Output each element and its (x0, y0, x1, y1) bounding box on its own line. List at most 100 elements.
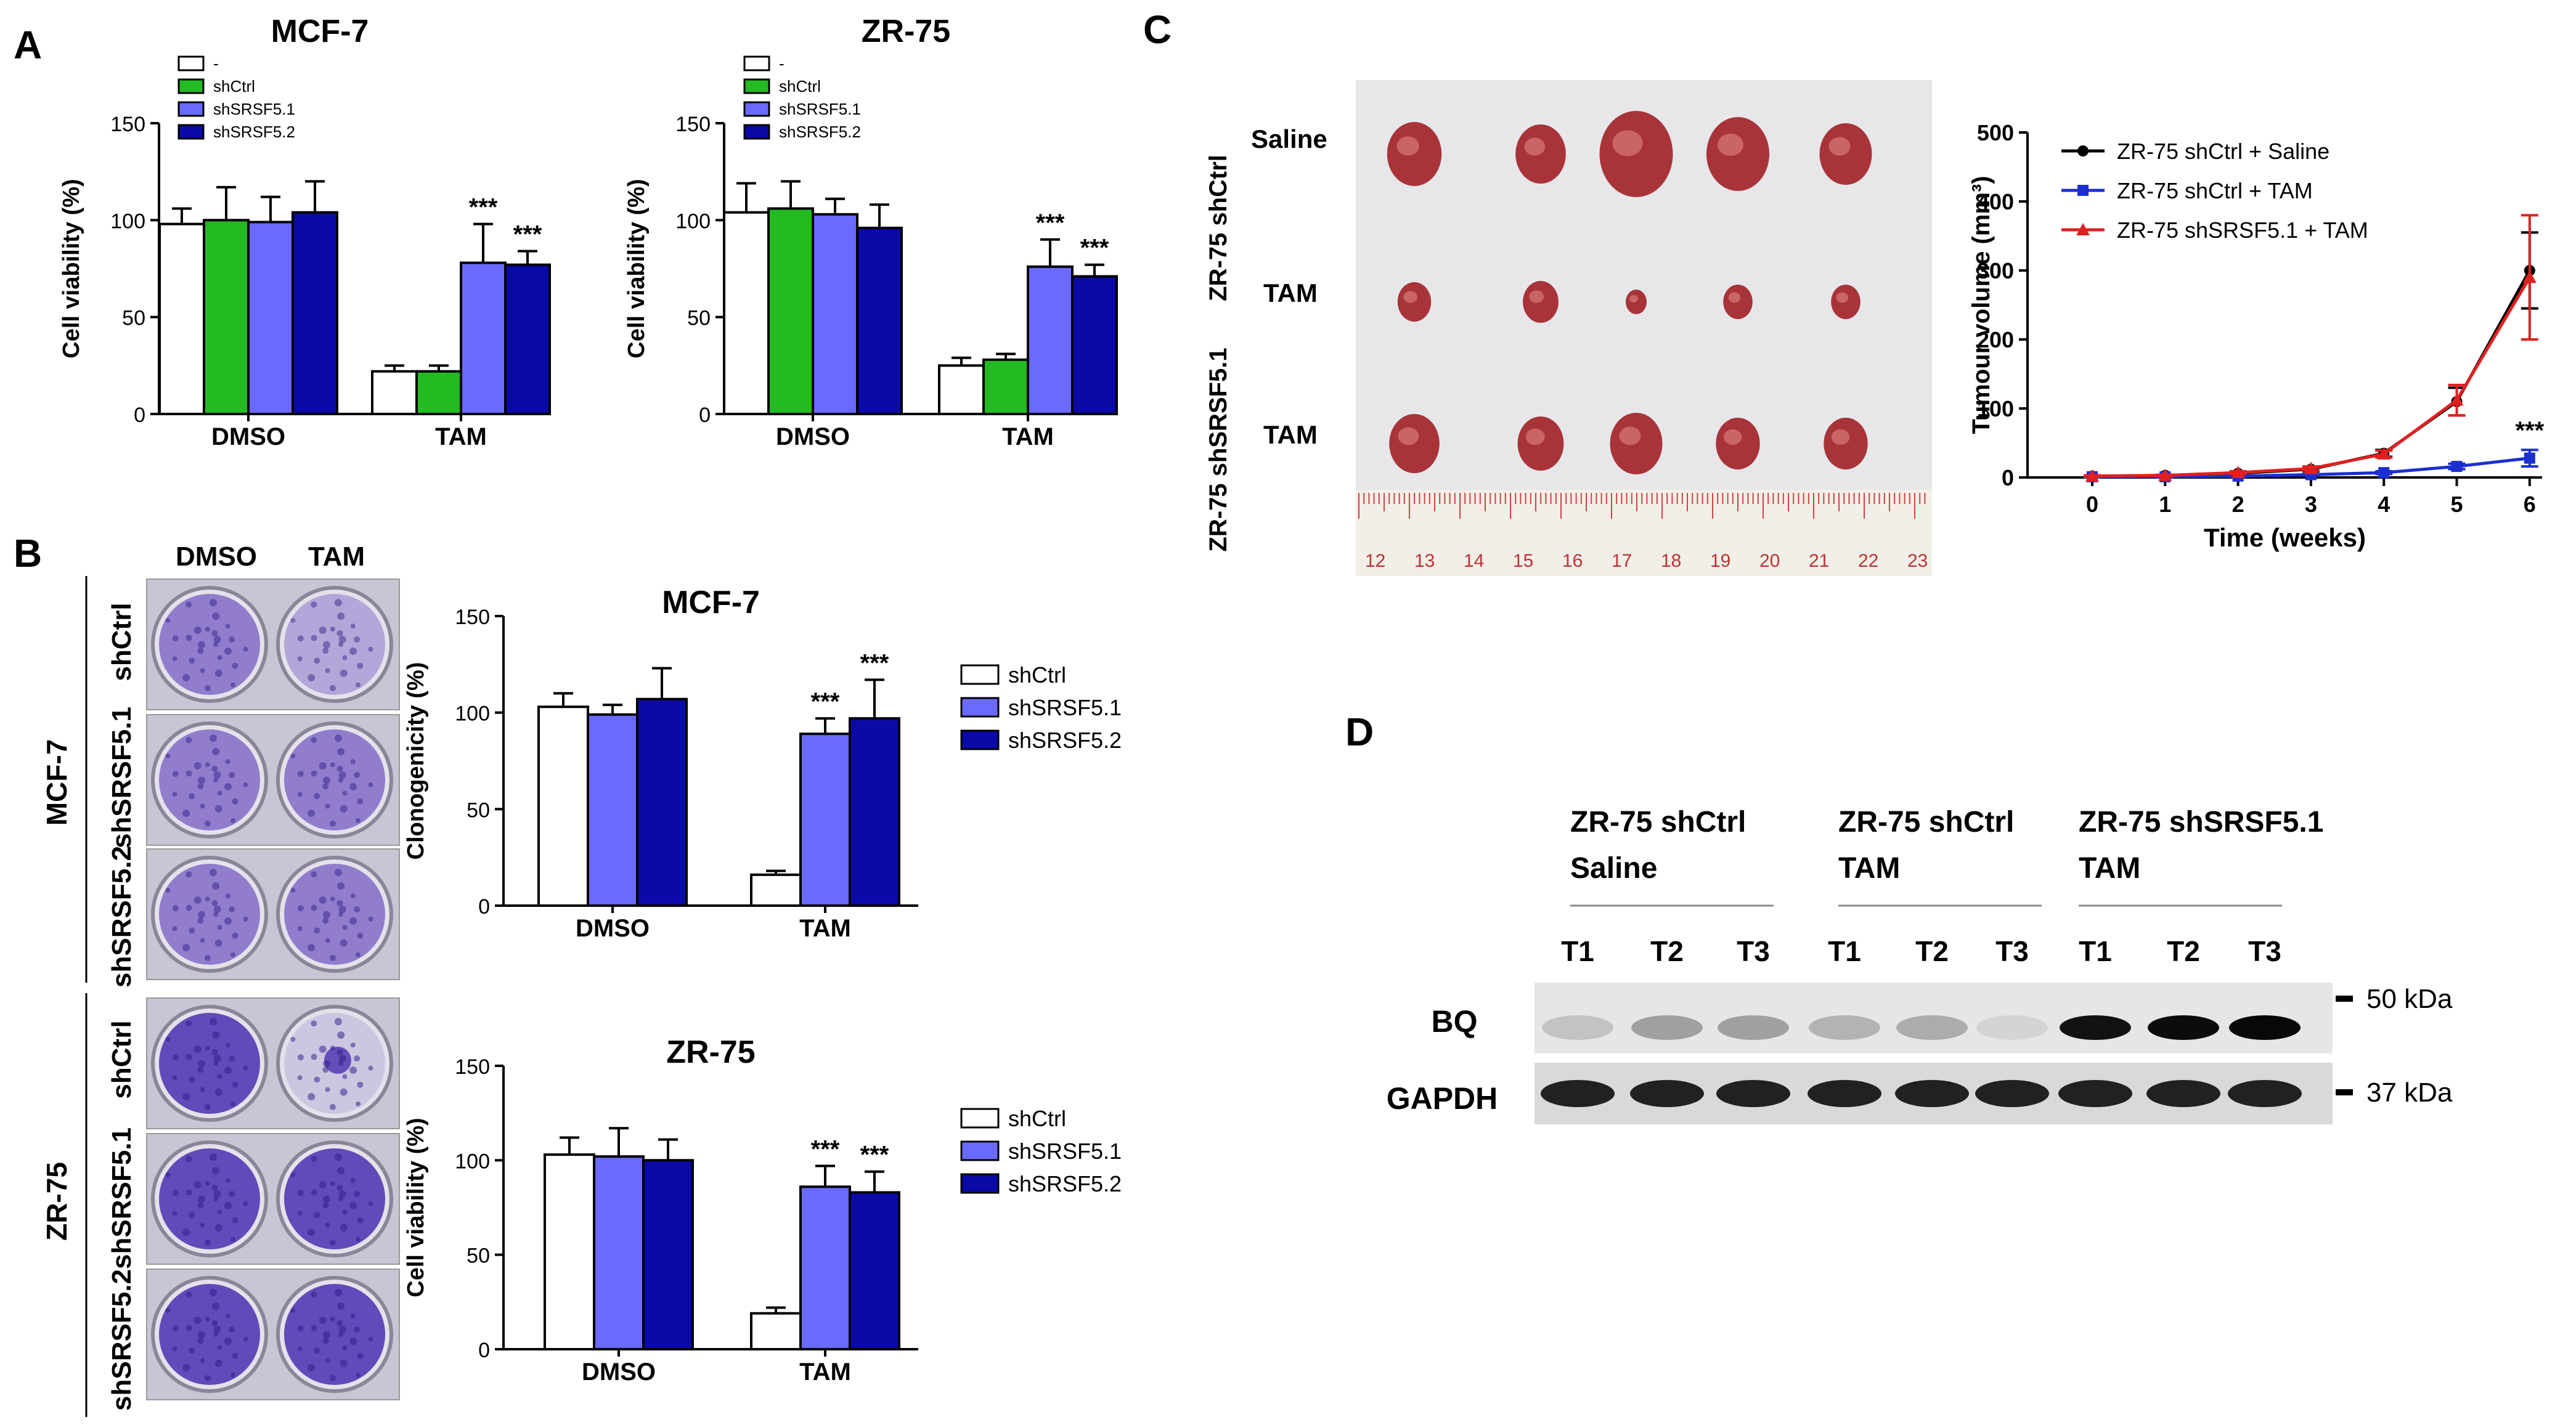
colony-dot (243, 646, 248, 652)
colony-dot (297, 1054, 304, 1061)
colony-dot (314, 793, 320, 800)
colony-dot (217, 1209, 222, 1215)
ruler-label: 14 (1464, 551, 1484, 571)
colony-dot (205, 1045, 210, 1051)
colony-dot (334, 734, 342, 742)
colony-dot (212, 1031, 220, 1039)
tumour (1387, 122, 1442, 186)
tumour-highlight (1629, 295, 1638, 302)
colony-dot (229, 906, 235, 912)
colony-dot (217, 1345, 222, 1350)
colony-dot (340, 939, 348, 947)
blot-group-title: TAM (1838, 852, 1900, 885)
colony-dot (172, 771, 179, 777)
colony-dot (290, 1037, 296, 1042)
colony-dot (172, 656, 177, 662)
significance-stars: *** (860, 1142, 889, 1169)
bar-shsrsf5-1 (593, 1155, 645, 1350)
colony-dot (314, 657, 320, 664)
colony-dot (185, 1291, 192, 1298)
colony-dot (182, 944, 190, 952)
colony-dot (232, 1352, 238, 1359)
colony-dot (342, 1345, 348, 1350)
colony-dot (185, 737, 192, 744)
plate-well (276, 586, 393, 703)
colony-dot (368, 782, 373, 787)
colony-dot (217, 655, 222, 660)
colony-dot (213, 1332, 218, 1337)
blot-row-label-bq: BQ (1432, 1004, 1478, 1039)
x-tick-label: 1 (2159, 492, 2171, 517)
colony-dot (325, 1222, 330, 1228)
band-bq (2229, 1015, 2301, 1040)
tumour-highlight (1612, 130, 1643, 156)
colony-dot (336, 1320, 343, 1326)
colony-dot (290, 1172, 296, 1177)
lane-label: T2 (2167, 935, 2200, 967)
colony-dot (297, 905, 304, 912)
colony-dot (297, 1075, 303, 1081)
tumour (1824, 418, 1868, 469)
chart-title: ZR-75 (862, 14, 950, 49)
colony-dot (211, 765, 218, 772)
colony-dot (194, 627, 202, 635)
colony-dot (329, 820, 336, 827)
tumour (1599, 111, 1673, 197)
colony-dot (211, 1320, 218, 1326)
colony-dot (211, 630, 218, 636)
x-tick-label: TAM (799, 1358, 851, 1386)
y-tick-label: 100 (675, 209, 711, 233)
x-tick-label: DMSO (776, 423, 850, 450)
legend-swatch (960, 1108, 1000, 1129)
colony-stain (284, 594, 385, 695)
colony-dot (214, 805, 222, 813)
colony-dot (297, 771, 304, 777)
legend-swatch (743, 124, 770, 140)
colony-dot (338, 905, 346, 913)
colony-dot (297, 635, 304, 642)
colony-dot (314, 1347, 320, 1354)
colony-dot (224, 782, 232, 790)
colony-dot (350, 623, 356, 629)
blot-group-title: TAM (2079, 852, 2140, 885)
legend-marker (2077, 145, 2089, 156)
tumour (1723, 285, 1753, 319)
lane-label: T2 (1915, 935, 1949, 967)
colony-dot (243, 1336, 248, 1342)
colony-dot (209, 1153, 217, 1161)
colony-dot (204, 954, 211, 961)
colony-dot (165, 1308, 171, 1313)
band-gapdh (1895, 1080, 1969, 1107)
colony-dot (322, 1338, 329, 1344)
blot-row-label-gapdh: GAPDH (1387, 1081, 1498, 1116)
legend-label: shCtrl (1008, 1106, 1066, 1131)
bar-shsrsf5-1 (799, 733, 851, 907)
tumour-highlight (1836, 292, 1849, 303)
colony-dot (325, 803, 330, 809)
colony-dot (197, 648, 204, 654)
colony-dot (211, 1184, 218, 1191)
x-tick-label: DMSO (211, 423, 285, 450)
colony-dot (314, 1076, 320, 1083)
y-tick-label: 0 (2002, 465, 2014, 490)
colony-dot (357, 1217, 364, 1224)
y-tick-label: 400 (1977, 189, 2014, 214)
colony-dot (297, 1190, 304, 1196)
colony-dot (198, 1195, 206, 1203)
colony-stain (159, 594, 260, 695)
x-tick-label: TAM (799, 915, 851, 942)
colony-dot (336, 765, 343, 772)
colony-dot (338, 1061, 343, 1066)
series-line (2092, 276, 2531, 478)
colony-dot (338, 771, 346, 779)
colony-dot (230, 1236, 235, 1242)
colony-dot (213, 771, 221, 779)
bar-shsrsf5-2 (1071, 275, 1118, 415)
colony-dot (368, 1201, 373, 1206)
colony-dot (185, 635, 192, 641)
colony-dot (232, 1217, 238, 1224)
colony-stain (284, 1148, 385, 1249)
y-tick-label: 150 (675, 113, 711, 136)
colony-dot (308, 810, 316, 818)
colony-dot (213, 1196, 218, 1201)
